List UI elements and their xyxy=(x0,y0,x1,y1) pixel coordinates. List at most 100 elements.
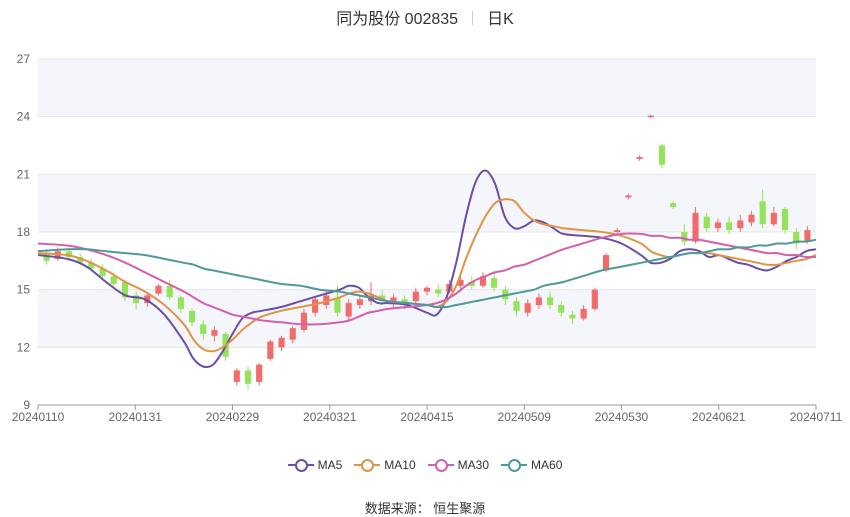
candle-body xyxy=(759,201,766,225)
candle-body xyxy=(591,289,598,309)
candle[interactable] xyxy=(289,326,296,344)
candle[interactable] xyxy=(278,335,285,352)
candle[interactable] xyxy=(312,297,319,317)
candle-body xyxy=(524,303,531,313)
legend-item-ma10[interactable]: MA10 xyxy=(354,458,416,472)
candle-body xyxy=(658,145,666,165)
x-axis: 20240110 20240131 20240229 20240321 20240415… xyxy=(12,404,843,424)
period-label[interactable]: 日K xyxy=(487,11,514,28)
candle[interactable] xyxy=(558,301,565,317)
candle-body xyxy=(267,341,274,359)
candle[interactable] xyxy=(166,280,173,300)
candle[interactable] xyxy=(121,280,128,302)
x-tick-label: 20240530 xyxy=(595,410,649,424)
candle[interactable] xyxy=(737,214,744,232)
candle[interactable] xyxy=(457,276,464,290)
candle[interactable] xyxy=(200,320,207,340)
candle[interactable] xyxy=(793,228,800,250)
candle[interactable] xyxy=(535,293,542,309)
candle-body xyxy=(312,299,319,313)
series-line-ma60 xyxy=(37,238,817,309)
legend-item-ma60[interactable]: MA60 xyxy=(501,458,562,472)
candle[interactable] xyxy=(356,295,363,309)
candle[interactable] xyxy=(267,339,274,361)
candle[interactable] xyxy=(580,305,587,321)
candle[interactable] xyxy=(781,207,789,234)
candle[interactable] xyxy=(491,270,498,292)
x-tick-label: 20240110 xyxy=(12,410,65,424)
y-tick-label: 15 xyxy=(17,283,31,297)
x-tick-label: 20240415 xyxy=(400,410,454,424)
candle-body xyxy=(323,295,330,306)
candle-body xyxy=(636,157,643,159)
plot-background-bands xyxy=(38,59,816,348)
candle[interactable] xyxy=(546,291,554,309)
legend-label: MA10 xyxy=(384,458,416,472)
candle[interactable] xyxy=(614,228,621,234)
candle-body xyxy=(155,285,162,294)
candle[interactable] xyxy=(177,295,184,313)
candle[interactable] xyxy=(692,207,699,244)
legend-label: MA30 xyxy=(457,458,490,472)
x-tick-label: 20240711 xyxy=(790,410,843,424)
candle[interactable] xyxy=(591,287,598,311)
candle[interactable] xyxy=(256,362,263,386)
candle[interactable] xyxy=(748,210,755,227)
candle[interactable] xyxy=(133,291,140,309)
candle-body xyxy=(289,328,296,340)
candle[interactable] xyxy=(244,366,252,390)
candle-body xyxy=(681,232,688,242)
candle[interactable] xyxy=(479,272,487,288)
candle[interactable] xyxy=(188,308,196,327)
x-tick-label: 20240131 xyxy=(109,410,163,424)
y-tick-label: 9 xyxy=(23,398,30,412)
candle-body xyxy=(88,262,95,269)
candle[interactable] xyxy=(513,297,520,317)
candle[interactable] xyxy=(714,218,721,232)
plot-band xyxy=(38,59,816,117)
legend-item-ma30[interactable]: MA30 xyxy=(427,458,490,472)
candle[interactable] xyxy=(412,287,419,304)
candle-body xyxy=(65,251,73,257)
chart-title: 同为股份 002835 xyxy=(336,11,459,28)
candle-body xyxy=(546,297,554,306)
candle[interactable] xyxy=(345,299,352,323)
candle-body xyxy=(144,295,151,304)
x-tick-label: 20240509 xyxy=(498,410,552,424)
candle[interactable] xyxy=(670,201,677,209)
candle[interactable] xyxy=(211,326,218,342)
x-tick-label: 20240229 xyxy=(206,410,260,424)
candle[interactable] xyxy=(155,283,162,296)
candle[interactable] xyxy=(647,114,654,119)
candle[interactable] xyxy=(569,310,576,325)
title-separator xyxy=(472,11,474,25)
candle-body xyxy=(412,291,419,302)
candle[interactable] xyxy=(390,293,397,307)
candle[interactable] xyxy=(423,285,431,296)
candle[interactable] xyxy=(759,189,766,229)
x-tick-label: 20240321 xyxy=(303,410,357,424)
candle[interactable] xyxy=(300,308,308,332)
candle[interactable] xyxy=(658,143,666,169)
candle[interactable] xyxy=(770,207,777,227)
candle-body xyxy=(334,297,341,313)
x-tick-label: 20240621 xyxy=(692,410,746,424)
candle-body xyxy=(233,370,240,382)
candle[interactable] xyxy=(636,155,643,161)
candle-body xyxy=(110,276,117,284)
candle[interactable] xyxy=(88,258,95,271)
candles[interactable] xyxy=(43,114,811,390)
candle[interactable] xyxy=(625,193,632,200)
candle-body xyxy=(177,297,184,309)
candle[interactable] xyxy=(524,299,531,317)
candle[interactable] xyxy=(99,264,106,279)
legend-item-ma5[interactable]: MA5 xyxy=(287,458,342,472)
candle[interactable] xyxy=(681,224,688,246)
candle[interactable] xyxy=(726,216,733,234)
candle[interactable] xyxy=(233,368,240,386)
candle-body xyxy=(166,285,173,298)
y-tick-label: 24 xyxy=(17,110,31,124)
candle[interactable] xyxy=(703,212,710,232)
candle[interactable] xyxy=(435,283,442,298)
